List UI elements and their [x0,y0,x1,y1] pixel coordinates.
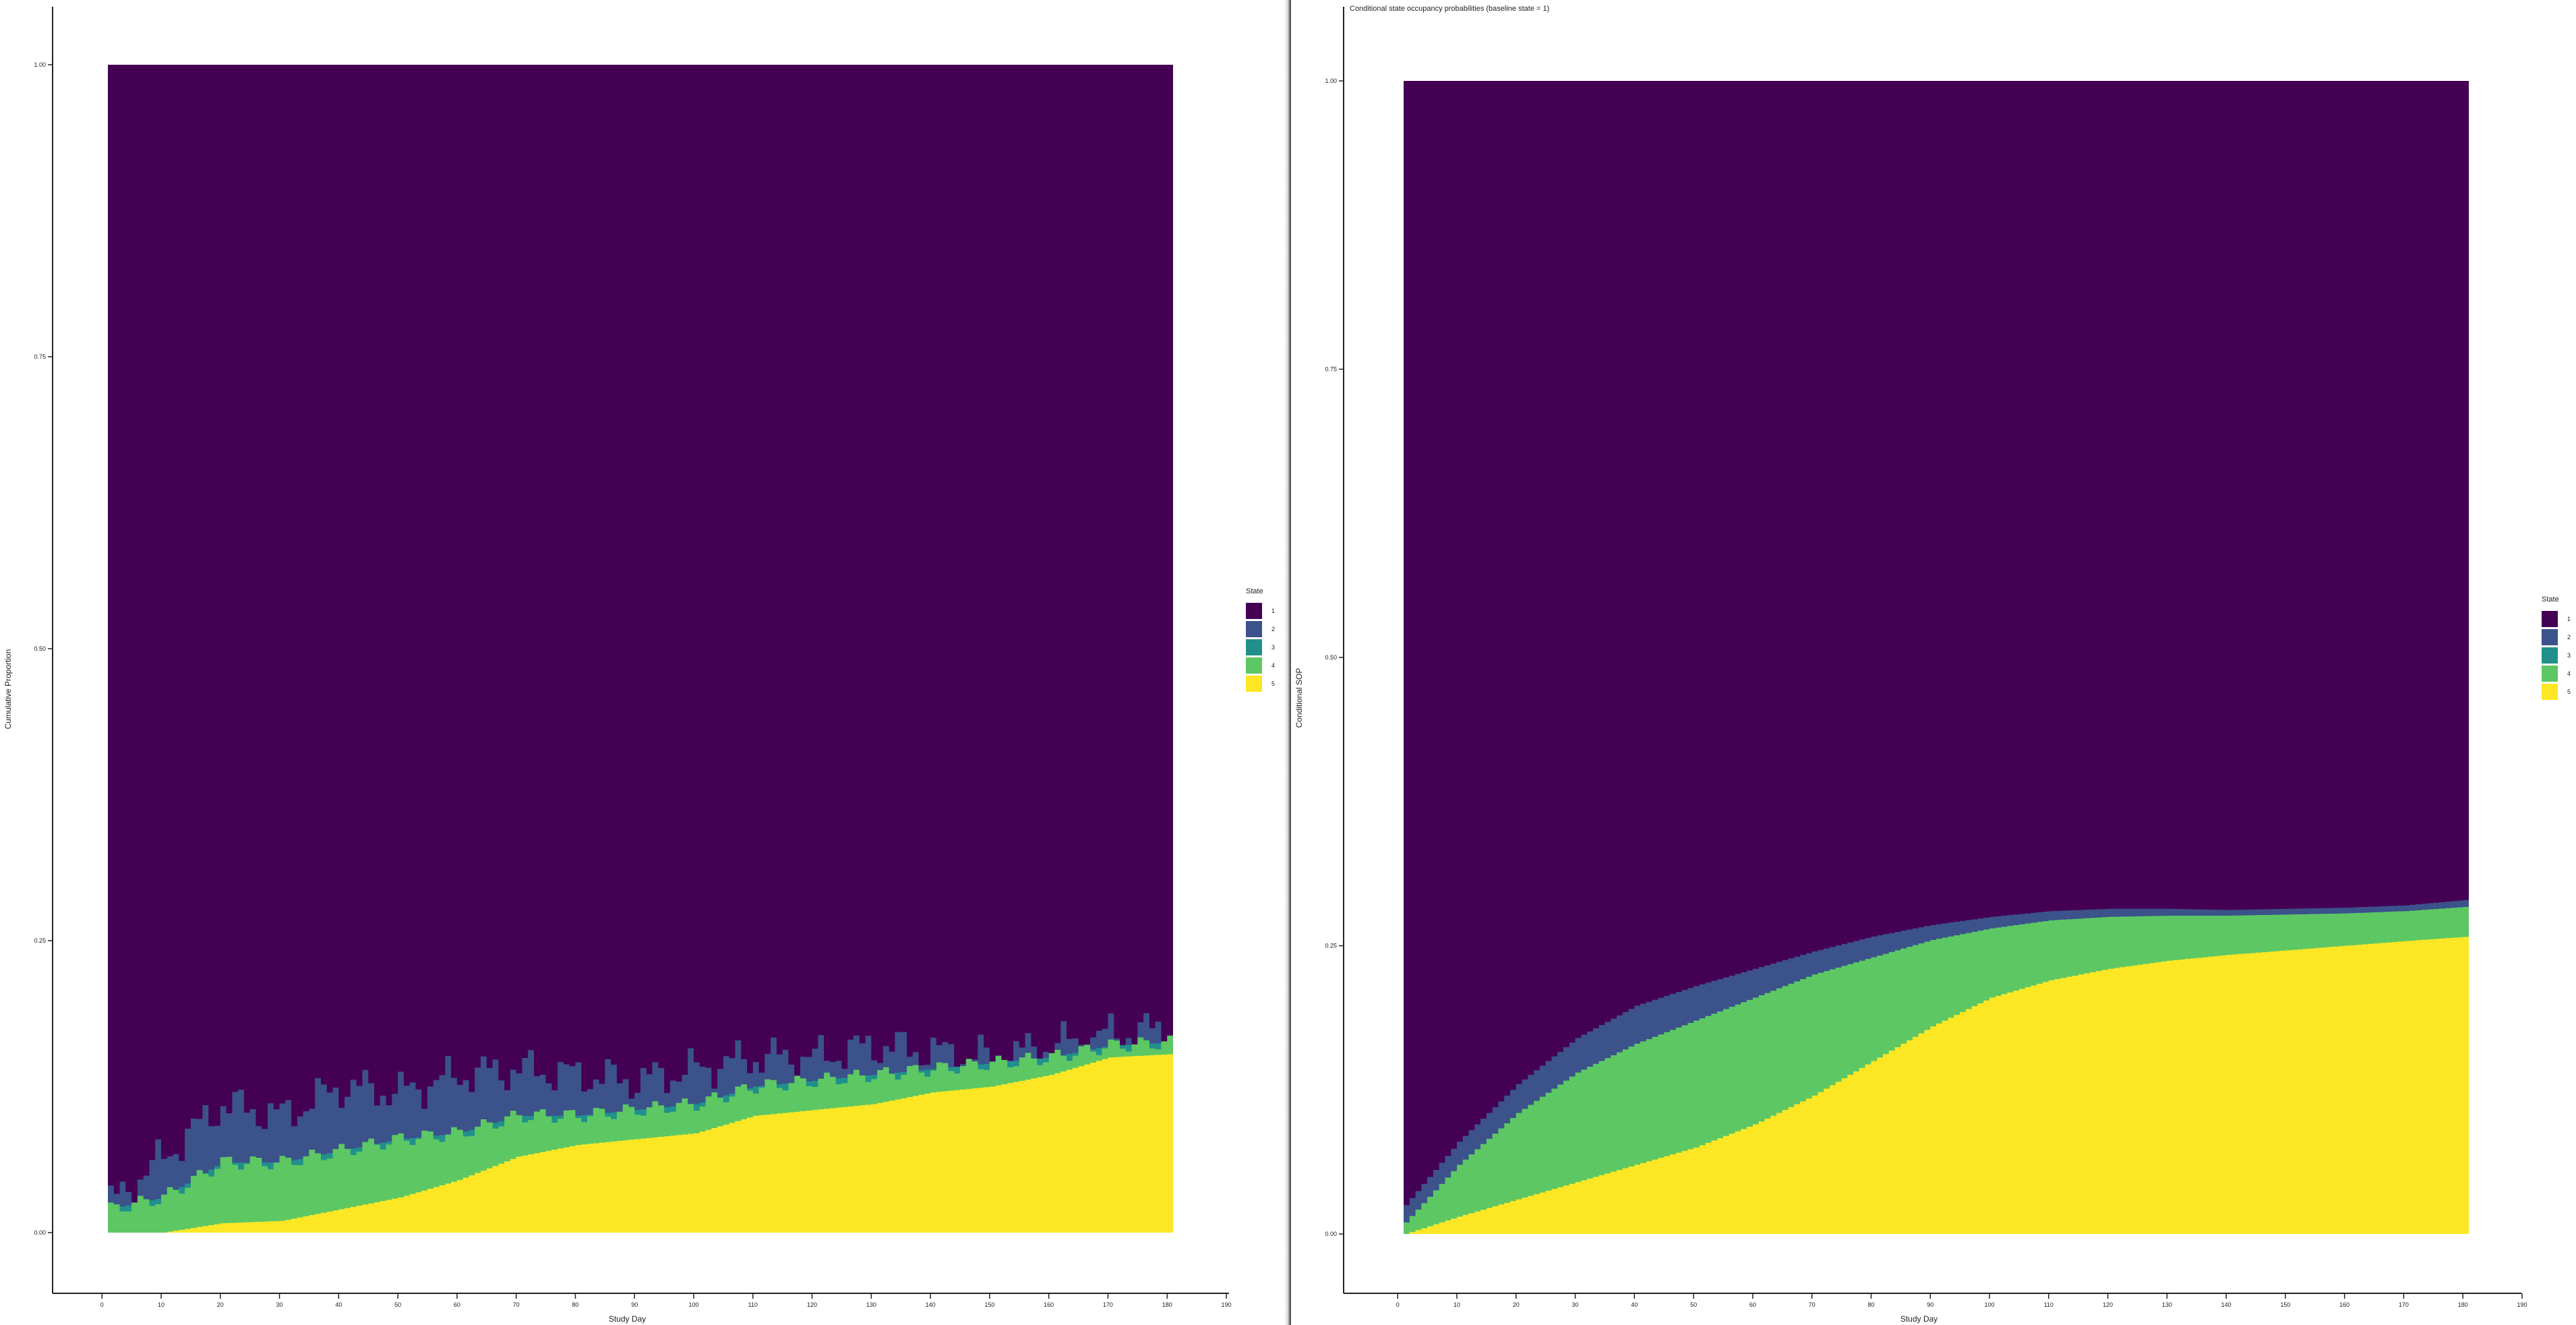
legend-label-4: 4 [1271,662,1275,669]
legend-title: State [2542,595,2559,603]
area-state-5 [108,1054,1173,1233]
y-tick-label-2: 0.50 [34,645,46,652]
legend-swatch-2 [2542,629,2558,645]
x-tick-label-30: 30 [1572,1301,1579,1308]
area-state-1 [108,65,1173,1233]
x-tick-label-130: 130 [2162,1301,2172,1308]
x-tick-label-70: 70 [513,1301,520,1308]
y-axis-label: Conditional SOP [1294,668,1304,728]
legend-swatch-4 [2542,666,2558,682]
chart-title: Conditional state occupancy probabilitie… [1350,5,1549,13]
right-chart-panel: Conditional state occupancy probabilitie… [1294,5,2571,1324]
legend-swatch-4 [1246,657,1262,674]
area-state-5 [1404,936,2469,1234]
legend-label-3: 3 [1271,644,1275,651]
legend-swatch-3 [2542,647,2558,664]
x-tick-label-90: 90 [1927,1301,1934,1308]
y-tick-label-3: 0.75 [34,353,46,360]
x-tick-label-100: 100 [1984,1301,1994,1308]
legend-label-2: 2 [2567,634,2571,641]
legend-swatch-2 [1246,621,1262,637]
y-tick-label-1: 0.25 [1325,943,1337,949]
legend-swatch-5 [1246,676,1262,692]
y-tick-label-0: 0.00 [1325,1231,1337,1237]
x-tick-label-170: 170 [1103,1301,1113,1308]
y-tick-label-1: 0.25 [34,937,46,944]
x-tick-label-60: 60 [1749,1301,1756,1308]
x-axis-label: Study Day [1900,1314,1938,1324]
x-tick-label-50: 50 [394,1301,401,1308]
x-tick-label-30: 30 [276,1301,283,1308]
x-tick-label-180: 180 [1162,1301,1172,1308]
y-tick-label-4: 1.00 [34,61,46,68]
x-tick-label-40: 40 [335,1301,342,1308]
x-tick-label-160: 160 [2339,1301,2349,1308]
legend-label-1: 1 [1271,608,1275,614]
y-tick-label-3: 0.75 [1325,366,1337,373]
x-tick-label-170: 170 [2399,1301,2409,1308]
legend-swatch-1 [2542,611,2558,627]
x-tick-label-80: 80 [1867,1301,1874,1308]
x-tick-label-90: 90 [631,1301,638,1308]
legend-swatch-3 [1246,639,1262,655]
x-tick-label-140: 140 [926,1301,936,1308]
x-tick-label-60: 60 [454,1301,460,1308]
x-tick-label-70: 70 [1809,1301,1816,1308]
x-tick-label-160: 160 [1044,1301,1054,1308]
legend-label-5: 5 [2567,688,2571,695]
x-tick-label-20: 20 [217,1301,224,1308]
panel-divider [1284,0,1291,1325]
x-tick-label-120: 120 [2103,1301,2113,1308]
x-tick-label-110: 110 [2044,1301,2054,1308]
x-tick-label-0: 0 [1396,1301,1400,1308]
left-chart-panel: 0 10 20 30 40 50 60 70 80 90 100 110 120 130 140 150 160… [3,7,1275,1324]
x-tick-label-100: 100 [688,1301,698,1308]
y-tick-label-0: 0.00 [34,1229,46,1236]
x-tick-label-180: 180 [2458,1301,2468,1308]
x-tick-label-0: 0 [100,1301,104,1308]
legend-label-1: 1 [2567,616,2571,622]
x-tick-label-20: 20 [1513,1301,1520,1308]
legend-swatch-1 [1246,603,1262,619]
legend-swatch-5 [2542,684,2558,700]
y-tick-label-4: 1.00 [1325,78,1337,84]
x-axis-label: Study Day [609,1314,646,1324]
y-axis-label: Cumulative Proportion [3,649,13,730]
x-tick-label-150: 150 [984,1301,994,1308]
x-tick-label-40: 40 [1631,1301,1638,1308]
x-tick-label-50: 50 [1690,1301,1697,1308]
x-tick-label-80: 80 [572,1301,578,1308]
x-tick-label-10: 10 [1454,1301,1460,1308]
x-tick-label-120: 120 [807,1301,817,1308]
x-tick-label-190: 190 [2517,1301,2527,1308]
x-tick-label-110: 110 [748,1301,758,1308]
x-tick-label-10: 10 [158,1301,164,1308]
legend-label-5: 5 [1271,680,1275,687]
x-tick-label-190: 190 [1221,1301,1231,1308]
x-tick-label-150: 150 [2280,1301,2290,1308]
y-tick-label-2: 0.50 [1325,654,1337,661]
x-tick-label-130: 130 [866,1301,876,1308]
legend-label-2: 2 [1271,626,1275,632]
legend-label-4: 4 [2567,670,2571,677]
x-tick-label-140: 140 [2221,1301,2231,1308]
legend-title: State [1246,587,1263,595]
legend-label-3: 3 [2567,652,2571,659]
